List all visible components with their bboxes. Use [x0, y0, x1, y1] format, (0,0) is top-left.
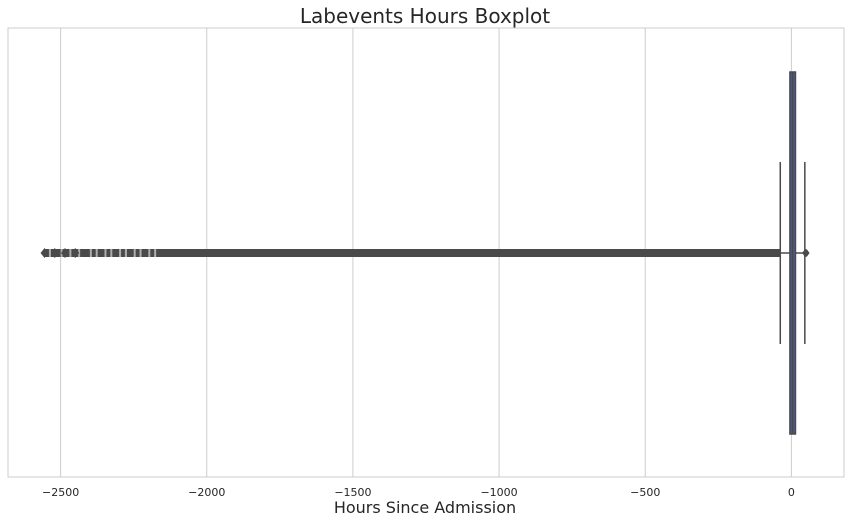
x-tick-label: 0 [788, 486, 795, 499]
outlier-marker [50, 248, 59, 258]
outlier-marker [61, 248, 69, 258]
plot-frame [7, 27, 845, 478]
outlier-gap [154, 248, 157, 258]
x-tick-label: −2500 [42, 486, 79, 499]
outlier-gap [95, 248, 98, 258]
x-tick-label: −1500 [334, 486, 371, 499]
outliers [40, 248, 810, 258]
x-tick-label: −2000 [188, 486, 225, 499]
outlier-gap [104, 248, 107, 258]
outlier-band-low [44, 249, 780, 257]
outlier-marker [71, 248, 80, 258]
x-tick-labels: −2500 −2000 −1500 −1000 −500 0 [42, 486, 795, 499]
x-axis-label: Hours Since Admission [334, 498, 516, 517]
outlier-gap [110, 248, 113, 258]
x-tick-label: −1000 [480, 486, 517, 499]
outlier-gap [69, 248, 72, 258]
outlier-gap [119, 248, 122, 258]
outlier-gap [148, 248, 151, 258]
chart-title: Labevents Hours Boxplot [300, 4, 550, 28]
x-tick-label: −500 [630, 486, 660, 499]
outlier-marker [40, 248, 49, 258]
outlier-gap [133, 248, 136, 258]
box-group [779, 71, 806, 435]
outlier-gap [89, 248, 92, 258]
outlier-gap [139, 248, 142, 258]
outlier-gap [48, 248, 51, 258]
outlier-gap [124, 248, 127, 258]
